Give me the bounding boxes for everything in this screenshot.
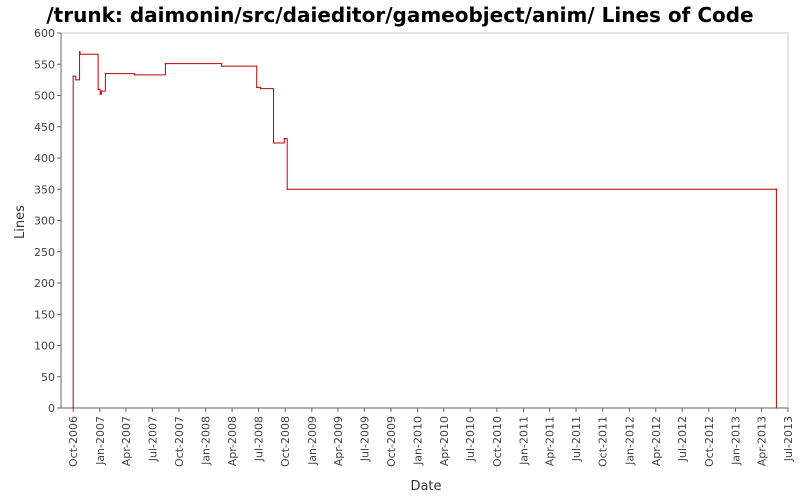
x-tick-label: Jan-2011	[518, 416, 531, 466]
data-point	[97, 88, 99, 90]
x-tick-label: Jul-2010	[464, 416, 477, 462]
data-point	[100, 90, 102, 92]
x-tick-label: Oct-2008	[279, 416, 292, 467]
y-tick-label: 450	[34, 121, 55, 134]
data-point	[72, 75, 74, 77]
x-tick-label: Jul-2013	[782, 416, 795, 462]
plot-area	[60, 32, 789, 409]
x-tick-label: Oct-2006	[67, 416, 80, 467]
data-point	[75, 79, 77, 81]
data-point	[775, 188, 778, 190]
data-point	[134, 74, 136, 76]
x-tick-label: Oct-2011	[597, 416, 610, 467]
y-tick-label: 350	[34, 183, 55, 196]
x-tick-label: Oct-2009	[385, 416, 398, 467]
data-point	[272, 142, 275, 144]
chart-title: /trunk: daimonin/src/daieditor/gameobjec…	[46, 3, 754, 27]
data-point	[104, 73, 106, 75]
data-point	[79, 53, 81, 55]
x-tick-label: Jul-2008	[252, 416, 265, 462]
y-tick-label: 0	[48, 402, 55, 415]
data-point	[72, 407, 74, 409]
x-tick-label: Jul-2011	[570, 416, 583, 462]
data-point	[99, 93, 101, 95]
data-point	[286, 188, 288, 190]
x-axis-title: Date	[410, 479, 441, 494]
y-tick-label: 150	[34, 308, 55, 321]
y-tick-label: 600	[34, 27, 55, 40]
y-tick-label: 300	[34, 215, 55, 228]
y-tick-label: 50	[41, 371, 55, 384]
x-tick-label: Apr-2012	[650, 416, 663, 466]
y-axis: 0 50 100 150 200 250 300 350 400 450 500 550 600	[34, 27, 61, 415]
x-tick-label: Oct-2007	[173, 416, 186, 467]
y-tick-label: 550	[34, 58, 55, 71]
x-tick-label: Apr-2011	[544, 416, 557, 466]
x-tick-label: Jan-2009	[306, 416, 319, 466]
x-tick-label: Jan-2008	[200, 416, 213, 466]
y-axis-title: Lines	[13, 205, 28, 239]
x-tick-label: Oct-2012	[703, 416, 716, 467]
data-point	[164, 63, 166, 65]
x-tick-label: Jan-2013	[730, 416, 743, 466]
x-tick-label: Apr-2007	[120, 416, 133, 466]
x-tick-label: Jan-2007	[94, 416, 107, 466]
y-tick-label: 400	[34, 152, 55, 165]
x-tick-label: Jul-2007	[146, 416, 159, 462]
x-tick-label: Apr-2009	[332, 416, 345, 466]
data-point	[78, 51, 81, 53]
x-tick-label: Apr-2010	[438, 416, 451, 466]
y-tick-label: 100	[34, 340, 55, 353]
x-tick-label: Jul-2009	[358, 416, 371, 462]
x-tick-label: Jan-2010	[412, 416, 425, 466]
y-tick-label: 500	[34, 90, 55, 103]
data-point	[283, 138, 285, 140]
data-point	[775, 407, 778, 409]
y-tick-label: 250	[34, 246, 55, 259]
x-tick-label: Apr-2013	[756, 416, 769, 466]
x-tick-label: Jul-2012	[676, 416, 689, 462]
x-axis: Oct-2006 Jan-2007 Apr-2007 Jul-2007 Oct-2007…	[67, 408, 795, 467]
x-tick-label: Oct-2010	[491, 416, 504, 467]
y-tick-label: 200	[34, 277, 55, 290]
series-layer	[72, 51, 778, 409]
data-point	[259, 88, 262, 90]
x-tick-label: Apr-2008	[226, 416, 239, 466]
x-tick-label: Jan-2012	[623, 416, 636, 466]
data-point	[256, 86, 258, 88]
data-point	[221, 65, 223, 67]
